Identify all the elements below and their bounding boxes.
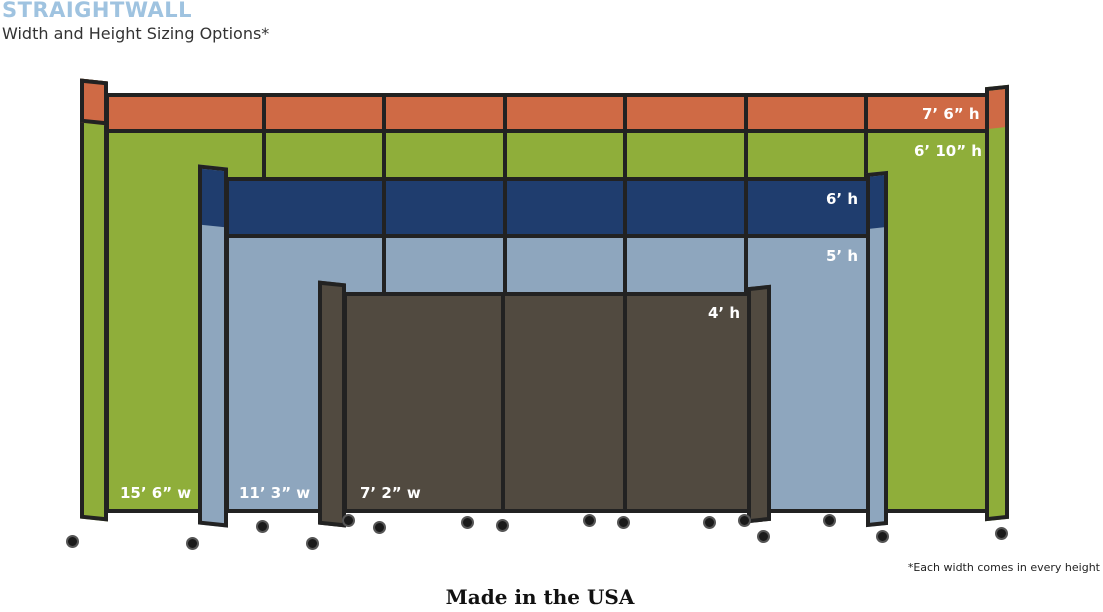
caster-wheel bbox=[583, 514, 596, 527]
caster-wheel bbox=[876, 530, 889, 543]
caster-wheel bbox=[496, 519, 509, 532]
rail bbox=[225, 234, 870, 238]
wall-right-wing bbox=[747, 284, 771, 524]
caster-wheel bbox=[306, 537, 319, 550]
wall-right-wing bbox=[985, 84, 1009, 522]
wall-left-wing bbox=[318, 280, 346, 528]
made-in-usa: Made in the USA bbox=[445, 585, 635, 609]
caster-wheel bbox=[823, 514, 836, 527]
wall-left-wing-top bbox=[80, 78, 108, 126]
wall-left-wing-top bbox=[202, 168, 224, 228]
wall-main bbox=[343, 292, 751, 513]
wall-top-strip bbox=[229, 181, 866, 235]
height-label-7ft-6in: 7’ 6” h bbox=[922, 105, 980, 123]
footnote: *Each width comes in every height bbox=[907, 561, 1100, 574]
rail bbox=[105, 129, 989, 133]
caster-wheel bbox=[66, 535, 79, 548]
caster-wheel bbox=[703, 516, 716, 529]
caster-wheel bbox=[373, 521, 386, 534]
caster-wheel bbox=[617, 516, 630, 529]
pole bbox=[623, 292, 627, 513]
height-label-4ft: 4’ h bbox=[708, 304, 741, 322]
caster-wheel bbox=[757, 530, 770, 543]
caster-wheel bbox=[186, 537, 199, 550]
caster-wheel bbox=[342, 514, 355, 527]
subtitle: Width and Height Sizing Options* bbox=[2, 24, 270, 43]
width-label-15ft-6in: 15’ 6” w bbox=[120, 484, 192, 502]
height-label-5ft: 5’ h bbox=[826, 247, 859, 265]
brand-title: STRAIGHTWALL bbox=[2, 0, 193, 22]
height-label-6ft: 6’ h bbox=[826, 190, 859, 208]
caster-wheel bbox=[461, 516, 474, 529]
pole bbox=[501, 292, 505, 513]
wall-right-wing-top bbox=[989, 89, 1005, 129]
caster-wheel bbox=[738, 514, 751, 527]
wall-left-wing bbox=[80, 78, 108, 522]
caster-wheel bbox=[995, 527, 1008, 540]
height-label-6ft-10in: 6’ 10” h bbox=[914, 142, 982, 160]
width-label-7ft-2in: 7’ 2” w bbox=[360, 484, 421, 502]
wall-top-strip bbox=[109, 97, 985, 131]
caster-wheel bbox=[256, 520, 269, 533]
wall-right-wing-top bbox=[870, 175, 884, 229]
width-label-11ft-3in: 11’ 3” w bbox=[239, 484, 311, 502]
